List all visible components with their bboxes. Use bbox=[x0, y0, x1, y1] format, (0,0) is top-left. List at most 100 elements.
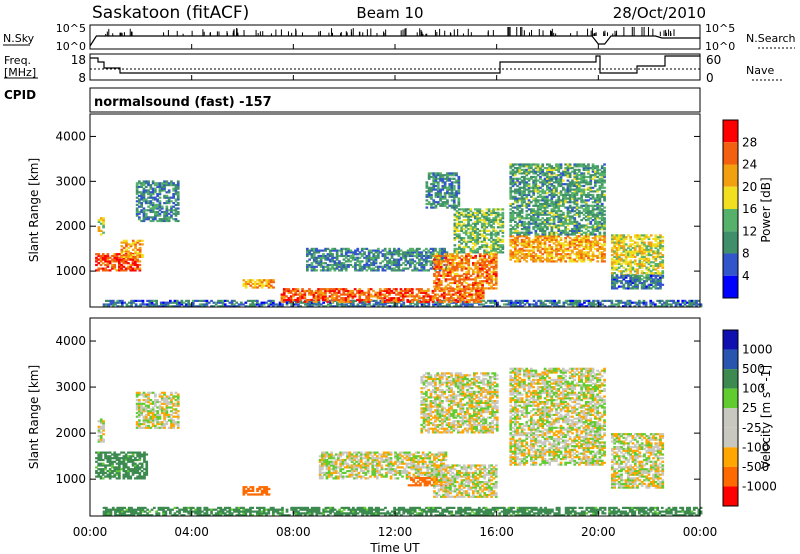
power-cell bbox=[276, 305, 280, 308]
power-cell bbox=[492, 220, 495, 223]
power-cell bbox=[514, 260, 517, 263]
power-cell bbox=[523, 228, 526, 231]
power-cell bbox=[534, 201, 538, 204]
power-cell bbox=[330, 298, 334, 302]
power-cell bbox=[469, 251, 473, 254]
power-cell bbox=[351, 253, 355, 256]
power-cell bbox=[494, 260, 498, 263]
power-cell bbox=[534, 258, 538, 261]
power-cell bbox=[223, 305, 227, 308]
power-cell bbox=[601, 299, 605, 302]
power-cell bbox=[333, 288, 336, 291]
power-cell bbox=[539, 251, 542, 254]
power-cell bbox=[156, 210, 159, 214]
power-cell bbox=[516, 197, 519, 200]
power-cell bbox=[319, 293, 323, 296]
power-cell bbox=[174, 207, 178, 210]
power-cell bbox=[530, 165, 533, 168]
power-cell bbox=[582, 201, 586, 204]
power-cell bbox=[363, 247, 366, 250]
power-cell bbox=[251, 303, 255, 306]
power-cell bbox=[525, 184, 529, 188]
power-cell bbox=[490, 280, 493, 283]
power-cell bbox=[578, 215, 581, 218]
power-cell bbox=[138, 263, 142, 267]
power-cell bbox=[452, 202, 456, 206]
power-cell bbox=[166, 303, 170, 306]
power-cell bbox=[564, 253, 567, 256]
power-cell bbox=[351, 295, 355, 298]
power-cell bbox=[306, 305, 309, 308]
power-cell bbox=[596, 179, 599, 182]
power-cell bbox=[329, 299, 332, 302]
power-cell bbox=[594, 170, 597, 173]
power-cell bbox=[490, 278, 493, 281]
power-cell bbox=[598, 220, 602, 223]
power-cell bbox=[415, 253, 419, 256]
power-cell bbox=[532, 219, 535, 222]
power-cell bbox=[580, 258, 583, 261]
power-cell bbox=[569, 301, 573, 304]
power-cell bbox=[494, 215, 498, 218]
power-cell bbox=[367, 293, 371, 296]
power-cell bbox=[575, 204, 579, 207]
power-cell bbox=[530, 246, 533, 249]
power-cell bbox=[111, 303, 115, 306]
power-cell bbox=[474, 240, 477, 243]
power-cell bbox=[411, 262, 414, 265]
power-cell bbox=[427, 256, 430, 259]
nsearch-tick-top: 10^5 bbox=[705, 22, 735, 35]
power-cell bbox=[102, 231, 105, 234]
power-cell bbox=[342, 289, 346, 293]
power-cell bbox=[527, 202, 531, 206]
power-cell bbox=[344, 256, 348, 259]
power-cell bbox=[686, 301, 689, 304]
power-cell bbox=[342, 247, 346, 250]
power-cell bbox=[319, 260, 323, 263]
power-cell bbox=[489, 305, 492, 308]
power-cell bbox=[564, 201, 567, 204]
power-cell bbox=[464, 231, 468, 234]
power-cell bbox=[492, 210, 495, 213]
power-cell bbox=[370, 263, 373, 267]
power-cell bbox=[442, 271, 445, 274]
power-cell bbox=[501, 229, 505, 232]
power-cell bbox=[434, 247, 437, 250]
power-heatmap bbox=[95, 163, 703, 308]
power-cell bbox=[367, 253, 371, 256]
power-cell bbox=[167, 218, 171, 221]
power-cell bbox=[383, 265, 387, 268]
power-cell bbox=[471, 215, 475, 218]
power-cell bbox=[550, 215, 554, 218]
power-cell bbox=[582, 224, 586, 227]
power-cell bbox=[335, 293, 339, 296]
power-cell bbox=[514, 170, 517, 173]
power-cell bbox=[460, 224, 463, 227]
power-cell bbox=[469, 213, 473, 216]
power-cell bbox=[525, 165, 529, 168]
power-cell bbox=[552, 242, 556, 245]
power-cell bbox=[306, 249, 309, 252]
power-cell bbox=[430, 175, 433, 179]
power-cell bbox=[536, 168, 540, 171]
power-cell bbox=[453, 274, 457, 277]
power-cell bbox=[474, 280, 477, 283]
power-cell bbox=[511, 165, 515, 168]
power-cell bbox=[580, 163, 583, 166]
power-cell bbox=[131, 243, 135, 246]
power-cell bbox=[399, 291, 403, 294]
power-cell bbox=[154, 210, 157, 214]
power-cell bbox=[446, 271, 450, 274]
power-cell bbox=[424, 293, 428, 296]
power-cell bbox=[518, 192, 522, 195]
power-cell bbox=[433, 285, 436, 288]
power-cell bbox=[536, 170, 540, 173]
power-cell bbox=[411, 298, 414, 302]
power-cell bbox=[587, 247, 590, 250]
power-cell bbox=[557, 179, 561, 182]
power-cell bbox=[490, 224, 493, 227]
power-cell bbox=[478, 229, 482, 232]
power-cell bbox=[539, 170, 542, 173]
power-cell bbox=[429, 247, 433, 250]
power-cell bbox=[427, 300, 430, 303]
